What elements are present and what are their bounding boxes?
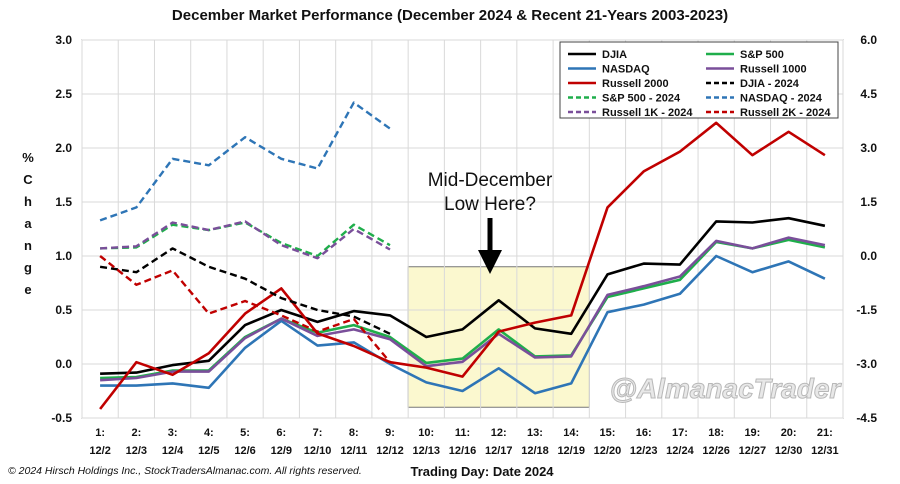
annotation-arrow-head xyxy=(478,250,502,274)
y-tick-label: 0.5 xyxy=(55,303,72,317)
series-layer xyxy=(99,101,826,410)
x-tick-date-label: 12/24 xyxy=(666,445,694,457)
x-tick-date-label: 12/18 xyxy=(521,445,549,457)
x-tick-day-label: 13: xyxy=(527,427,543,439)
x-tick-date-label: 12/17 xyxy=(485,445,513,457)
y-tick-label: 1.5 xyxy=(55,195,72,209)
x-tick-date-label: 12/4 xyxy=(162,445,184,457)
watermark: @AlmanacTrader xyxy=(610,373,843,404)
x-tick-date-label: 12/13 xyxy=(412,445,440,457)
x-tick-day-label: 6: xyxy=(276,427,286,439)
annotation-line-2: Low Here? xyxy=(444,194,536,215)
x-tick-day-label: 5: xyxy=(240,427,250,439)
x-tick-day-label: 14: xyxy=(563,427,579,439)
x-tick-date-label: 12/27 xyxy=(739,445,767,457)
y2-tick-label: 3.0 xyxy=(860,141,877,155)
y2-tick-label: 1.5 xyxy=(860,195,877,209)
series-line-nasdaq-2024 xyxy=(99,101,391,222)
x-tick-date-label: 12/30 xyxy=(775,445,803,457)
legend-label: S&P 500 xyxy=(740,49,784,61)
x-tick-day-label: 20: xyxy=(781,427,797,439)
series-line-nasdaq xyxy=(100,254,826,395)
legend-label: NASDAQ - 2024 xyxy=(740,93,823,105)
axis-layer: 3.0 2.5 2.0 1.5 1.0 0.5 0.0 -0.5 6.0 4.5 3.0 1.5 0.0… xyxy=(51,33,877,457)
x-tick-day-label: 7: xyxy=(313,427,323,439)
x-tick-day-label: 10: xyxy=(418,427,434,439)
y-tick-label: 1.0 xyxy=(55,249,72,263)
series-line-russell-2000 xyxy=(99,121,826,410)
chart-title: December Market Performance (December 20… xyxy=(172,7,728,24)
y2-tick-label: 0.0 xyxy=(860,249,877,263)
highlight-box xyxy=(407,266,590,408)
y2-tick-label: 4.5 xyxy=(860,87,877,101)
x-tick-date-label: 12/20 xyxy=(594,445,622,457)
x-tick-day-label: 19: xyxy=(744,427,760,439)
x-tick-date-label: 12/10 xyxy=(304,445,332,457)
y2-tick-label: -1.5 xyxy=(856,303,877,317)
y2-tick-label: -3.0 xyxy=(856,357,877,371)
highlight-layer xyxy=(407,266,590,408)
legend-label: DJIA xyxy=(602,49,627,61)
series-line-russell-1k-2024 xyxy=(100,220,391,260)
x-tick-date-label: 12/12 xyxy=(376,445,404,457)
annotation: Mid-December Low Here? xyxy=(428,170,553,274)
series-line-s-p-500-2024 xyxy=(100,221,391,258)
x-tick-date-label: 12/5 xyxy=(198,445,219,457)
y-tick-label: 3.0 xyxy=(55,33,72,47)
x-tick-date-label: 12/3 xyxy=(126,445,147,457)
x-tick-day-label: 21: xyxy=(817,427,833,439)
legend-label: S&P 500 - 2024 xyxy=(602,93,681,105)
x-tick-date-label: 12/26 xyxy=(702,445,730,457)
x-tick-day-label: 17: xyxy=(672,427,688,439)
y-tick-label: 2.0 xyxy=(55,141,72,155)
y-tick-label: 0.0 xyxy=(55,357,72,371)
x-tick-date-label: 12/23 xyxy=(630,445,658,457)
x-tick-day-label: 15: xyxy=(599,427,615,439)
series-line-russell-2k-2024 xyxy=(99,255,391,363)
legend-label: NASDAQ xyxy=(602,64,650,76)
y-tick-label: 2.5 xyxy=(55,87,72,101)
legend-label: Russell 2000 xyxy=(602,78,669,90)
x-tick-day-label: 18: xyxy=(708,427,724,439)
x-tick-day-label: 11: xyxy=(455,427,470,439)
legend: DJIA S&P 500 NASDAQ Russell 1000 Russell 200… xyxy=(559,41,839,119)
x-tick-date-label: 12/19 xyxy=(557,445,585,457)
legend-label: Russell 1000 xyxy=(740,64,807,76)
annotation-line-1: Mid-December xyxy=(428,170,553,191)
x-tick-day-label: 4: xyxy=(204,427,214,439)
x-tick-day-label: 2: xyxy=(131,427,141,439)
x-tick-day-label: 3: xyxy=(168,427,178,439)
x-tick-day-label: 12: xyxy=(491,427,507,439)
x-tick-date-label: 12/16 xyxy=(449,445,477,457)
legend-label: Russell 2K - 2024 xyxy=(740,107,831,119)
x-tick-day-label: 1: xyxy=(95,427,105,439)
legend-label: DJIA - 2024 xyxy=(740,78,800,90)
x-axis-label: Trading Day: Date 2024 xyxy=(410,464,554,479)
x-tick-date-label: 12/6 xyxy=(234,445,255,457)
series-line-russell-1000 xyxy=(100,236,826,382)
x-tick-day-label: 16: xyxy=(636,427,652,439)
x-tick-date-label: 12/11 xyxy=(340,445,367,457)
y2-tick-label: -4.5 xyxy=(856,411,877,425)
series-line-djia xyxy=(100,216,826,375)
x-tick-day-label: 9: xyxy=(385,427,395,439)
x-tick-date-label: 12/31 xyxy=(811,445,839,457)
y-tick-label: -0.5 xyxy=(51,411,72,425)
series-line-djia-2024 xyxy=(99,247,391,335)
x-tick-date-label: 12/2 xyxy=(89,445,110,457)
legend-box xyxy=(559,41,839,119)
legend-label: Russell 1K - 2024 xyxy=(602,107,693,119)
x-tick-date-label: 12/9 xyxy=(271,445,292,457)
copyright: © 2024 Hirsch Holdings Inc., StockTrader… xyxy=(8,465,362,477)
y2-tick-label: 6.0 xyxy=(860,33,877,47)
x-tick-day-label: 8: xyxy=(349,427,359,439)
